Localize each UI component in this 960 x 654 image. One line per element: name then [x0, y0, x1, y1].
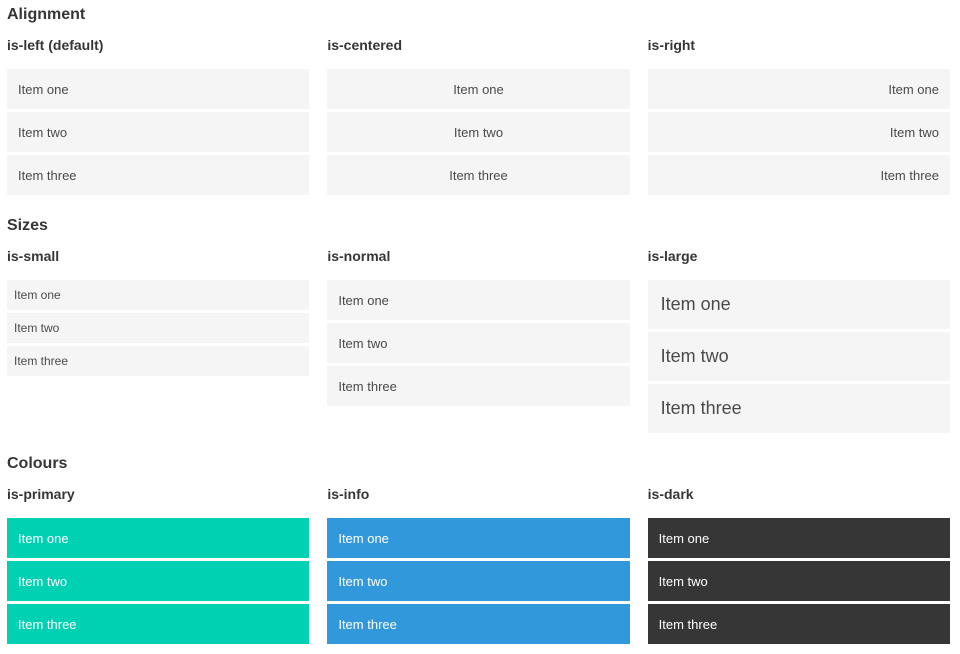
list-item: Item two	[7, 112, 310, 152]
list-item: Item two	[647, 561, 950, 601]
list-item: Item two	[327, 561, 630, 601]
block-list: Item one Item two Item three	[7, 280, 310, 376]
column-heading: is-centered	[327, 37, 403, 53]
column-heading: is-info	[327, 486, 370, 502]
list-item: Item three	[327, 155, 630, 195]
column-heading: is-primary	[7, 486, 75, 502]
block-list: Item one Item two Item three	[327, 280, 630, 406]
block-list: Item one Item two Item three	[647, 280, 950, 433]
demo-column-is-left: is-left (default) Item one Item two Item…	[7, 36, 310, 195]
list-item: Item one	[647, 518, 950, 558]
alignment-columns: is-left (default) Item one Item two Item…	[7, 36, 950, 195]
section-sizes: Sizes is-small Item one Item two Item th…	[7, 215, 950, 433]
column-heading: is-small	[7, 248, 60, 264]
list-item: Item three	[7, 346, 310, 376]
list-item: Item three	[647, 604, 950, 644]
list-item: Item one	[647, 69, 950, 109]
demo-column-is-info: is-info Item one Item two Item three	[327, 485, 630, 644]
column-heading: is-dark	[647, 486, 694, 502]
list-item: Item one	[7, 280, 310, 310]
demo-column-is-small: is-small Item one Item two Item three	[7, 247, 310, 376]
demo-column-is-centered: is-centered Item one Item two Item three	[327, 36, 630, 195]
list-item: Item two	[327, 112, 630, 152]
column-heading: is-left (default)	[7, 37, 104, 53]
colours-columns: is-primary Item one Item two Item three …	[7, 485, 950, 644]
demo-column-is-large: is-large Item one Item two Item three	[647, 247, 950, 433]
demo-column-is-primary: is-primary Item one Item two Item three	[7, 485, 310, 644]
demo-column-is-dark: is-dark Item one Item two Item three	[647, 485, 950, 644]
sizes-columns: is-small Item one Item two Item three is…	[7, 247, 950, 433]
list-item: Item one	[327, 69, 630, 109]
list-item: Item one	[327, 518, 630, 558]
block-list: Item one Item two Item three	[327, 518, 630, 644]
section-colours: Colours is-primary Item one Item two Ite…	[7, 453, 950, 644]
list-item: Item two	[7, 561, 310, 601]
column-heading: is-large	[647, 248, 698, 264]
list-item: Item one	[327, 280, 630, 320]
block-list: Item one Item two Item three	[327, 69, 630, 195]
block-list-demo-page: Alignment is-left (default) Item one Ite…	[7, 4, 950, 644]
list-item: Item two	[647, 112, 950, 152]
list-item: Item three	[7, 155, 310, 195]
column-heading: is-right	[647, 37, 696, 53]
block-list: Item one Item two Item three	[7, 69, 310, 195]
demo-column-is-normal: is-normal Item one Item two Item three	[327, 247, 630, 406]
list-item: Item three	[7, 604, 310, 644]
block-list: Item one Item two Item three	[647, 518, 950, 644]
list-item: Item one	[7, 69, 310, 109]
block-list: Item one Item two Item three	[647, 69, 950, 195]
section-title: Sizes	[7, 217, 48, 234]
list-item: Item three	[327, 604, 630, 644]
list-item: Item one	[647, 280, 950, 329]
section-alignment: Alignment is-left (default) Item one Ite…	[7, 4, 950, 195]
section-title: Alignment	[7, 6, 86, 23]
section-title: Colours	[7, 455, 68, 472]
column-heading: is-normal	[327, 248, 391, 264]
list-item: Item two	[647, 332, 950, 381]
list-item: Item two	[7, 313, 310, 343]
demo-column-is-right: is-right Item one Item two Item three	[647, 36, 950, 195]
list-item: Item three	[647, 155, 950, 195]
list-item: Item two	[327, 323, 630, 363]
list-item: Item three	[647, 384, 950, 433]
list-item: Item one	[7, 518, 310, 558]
list-item: Item three	[327, 366, 630, 406]
block-list: Item one Item two Item three	[7, 518, 310, 644]
